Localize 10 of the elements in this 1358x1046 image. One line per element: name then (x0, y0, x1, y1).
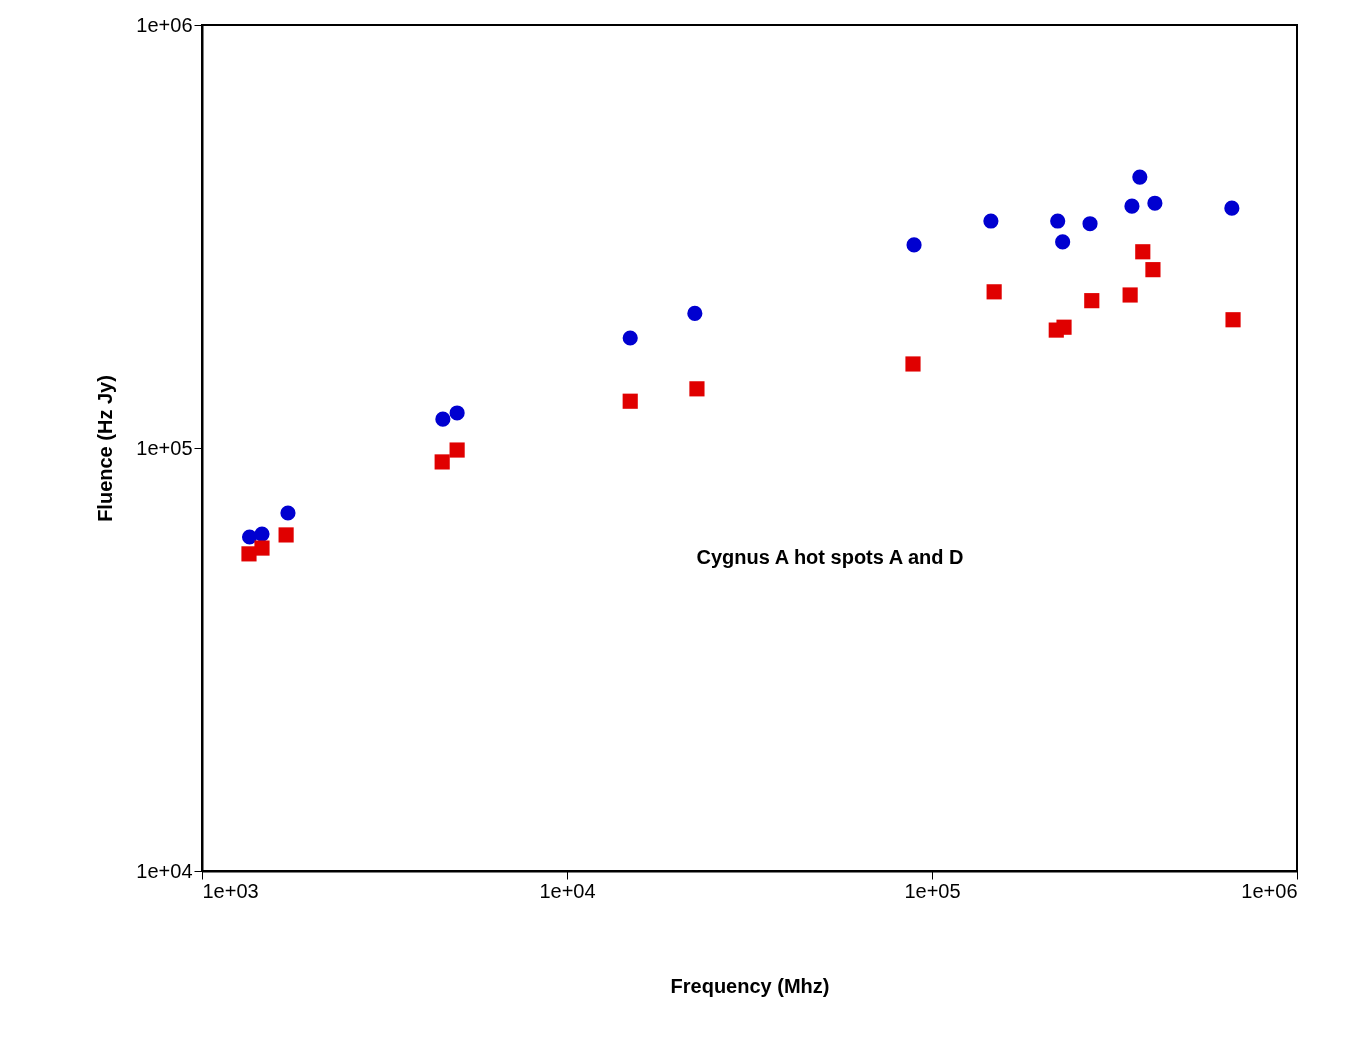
y-tick-label: 1e+05 (136, 436, 193, 459)
y-axis-title: Fluence (Hz Jy) (94, 375, 117, 522)
x-tick-label: 1e+04 (539, 879, 596, 902)
y-tick-label: 1e+06 (136, 13, 193, 36)
annotation: Cygnus A hot spots A and D (696, 546, 964, 568)
x-tick-label: 1e+06 (1241, 879, 1298, 902)
y-tick-label: 1e+04 (136, 859, 193, 882)
x-tick-label: 1e+05 (904, 879, 961, 902)
x-axis-title: Frequency (Mhz) (670, 974, 830, 997)
x-tick-label: 1e+03 (202, 879, 259, 902)
